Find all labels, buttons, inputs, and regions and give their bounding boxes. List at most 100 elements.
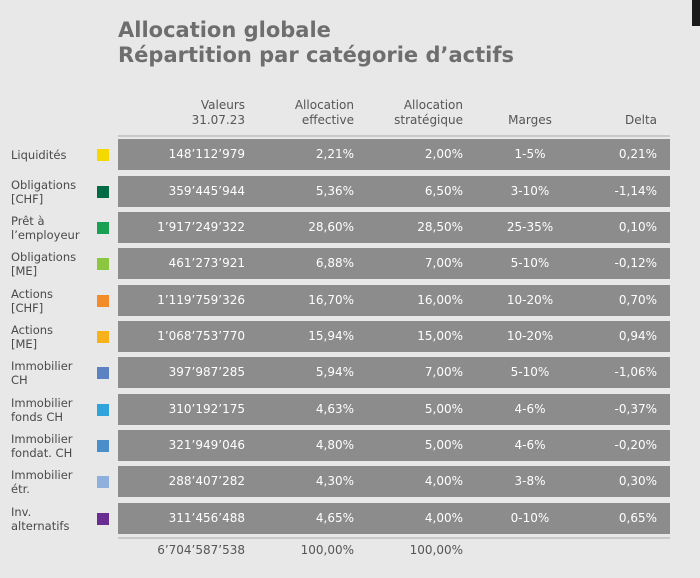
header-marges: Marges (508, 113, 552, 127)
row-bar (118, 212, 670, 243)
cell-delta: -0,20% (614, 438, 657, 452)
row-bar (118, 139, 670, 170)
row-label-line2: fonds CH (11, 409, 63, 424)
row-label-line2: [CHF] (11, 191, 44, 206)
row-label-line1: Inv. (11, 504, 32, 519)
cell-valeur: 1’917’249’322 (157, 220, 245, 234)
color-swatch (97, 366, 109, 379)
cell-marges: 1-5% (514, 147, 546, 161)
row-label-line2: [ME] (11, 263, 38, 278)
total-effective: 100,00% (300, 543, 354, 557)
color-swatch (97, 475, 109, 488)
total-valeur: 6’704’587’538 (157, 543, 245, 557)
color-swatch (97, 330, 109, 343)
table-row: Actions [CHF] 1’119’759’326 16,70% 16,00% 10-… (0, 285, 700, 316)
cell-effective: 6,88% (315, 256, 354, 270)
row-label-line2: fondat. CH (11, 445, 73, 460)
cell-valeur: 1’119’759’326 (157, 293, 245, 307)
cell-strategique: 7,00% (424, 256, 463, 270)
cell-effective: 5,94% (315, 365, 354, 379)
header-effective-line2: effective (301, 113, 354, 127)
header-allocation-effective: Allocation effective (250, 98, 354, 128)
row-label-line2: [CHF] (11, 300, 44, 315)
color-swatch (97, 439, 109, 452)
cell-marges: 5-10% (510, 365, 550, 379)
table-row: Immobilier fondat. CH 321’949’046 4,80% 5,00… (0, 430, 700, 461)
cell-effective: 16,70% (308, 293, 354, 307)
table-top-line (118, 135, 670, 137)
cell-valeur: 148’112’979 (168, 147, 245, 161)
row-label: Obligations [CHF] (11, 178, 76, 206)
row-label-line1: Immobilier (11, 395, 73, 410)
cell-effective: 4,65% (315, 511, 354, 525)
row-label-line2: alternatifs (11, 518, 70, 533)
total-strategique: 100,00% (409, 543, 463, 557)
corner-marker (692, 0, 700, 26)
cell-strategique: 15,00% (417, 329, 463, 343)
row-label-line2: [ME] (11, 336, 38, 351)
color-swatch (97, 403, 109, 416)
cell-effective: 28,60% (308, 220, 354, 234)
row-label-line1: Liquidités (11, 147, 67, 162)
cell-delta: 0,21% (618, 147, 657, 161)
cell-valeur: 397’987’285 (168, 365, 245, 379)
row-bar (118, 285, 670, 316)
row-label-line1: Actions (11, 322, 54, 337)
table-row: Inv. alternatifs 311’456’488 4,65% 4,00% 0-10… (0, 503, 700, 534)
cell-valeur: 461’273’921 (168, 256, 245, 270)
row-label-line1: Obligations (11, 249, 77, 264)
row-label: Actions [ME] (11, 323, 53, 351)
cell-marges: 4-6% (514, 402, 546, 416)
table-row: Immobilier CH 397’987’285 5,94% 7,00% 5-10% -1… (0, 357, 700, 388)
cell-delta: 0,10% (618, 220, 657, 234)
header-strategique-line2: stratégique (394, 113, 463, 127)
cell-effective: 15,94% (308, 329, 354, 343)
header-allocation-strategique: Allocation stratégique (360, 98, 463, 128)
cell-strategique: 28,50% (417, 220, 463, 234)
row-bar (118, 321, 670, 352)
cell-valeur: 310’192’175 (168, 402, 245, 416)
color-swatch (97, 512, 109, 525)
color-swatch (97, 148, 109, 161)
cell-strategique: 6,50% (424, 184, 463, 198)
color-swatch (97, 221, 109, 234)
row-label-line2: l’employeur (11, 227, 80, 242)
row-label: Liquidités (11, 148, 66, 162)
color-swatch (97, 185, 109, 198)
cell-marges: 25-35% (506, 220, 554, 234)
row-label: Immobilier fonds CH (11, 396, 73, 424)
header-valeurs-line1: Valeurs (200, 98, 245, 112)
cell-marges: 10-20% (506, 293, 554, 307)
page-title: Allocation globale Répartition par catég… (118, 18, 514, 68)
row-label-line2: étr. (11, 481, 30, 496)
cell-strategique: 2,00% (424, 147, 463, 161)
cell-marges: 10-20% (506, 329, 554, 343)
table-row: Obligations [ME] 461’273’921 6,88% 7,00% 5-10… (0, 248, 700, 279)
row-bar (118, 430, 670, 461)
header-valeurs-line2: 31.07.23 (191, 113, 245, 127)
cell-delta: -1,14% (614, 184, 657, 198)
table-bottom-line (118, 537, 670, 539)
row-bar (118, 248, 670, 279)
table-row: Liquidités 148’112’979 2,21% 2,00% 1-5% 0,21% (0, 139, 700, 170)
cell-delta: 0,70% (618, 293, 657, 307)
title-line-1: Allocation globale (118, 18, 331, 42)
cell-effective: 4,30% (315, 474, 354, 488)
row-label-line1: Obligations (11, 177, 77, 192)
table-row: Actions [ME] 1’068’753’770 15,94% 15,00% 10-2… (0, 321, 700, 352)
row-bar (118, 176, 670, 207)
cell-strategique: 4,00% (424, 474, 463, 488)
cell-delta: 0,94% (618, 329, 657, 343)
cell-marges: 5-10% (510, 256, 550, 270)
cell-valeur: 311’456’488 (168, 511, 245, 525)
row-label: Prêt à l’employeur (11, 214, 80, 242)
header-valeurs: Valeurs 31.07.23 (150, 98, 245, 128)
row-label: Immobilier étr. (11, 468, 73, 496)
table-row: Obligations [CHF] 359’445’944 5,36% 6,50% 3-1… (0, 176, 700, 207)
row-label-line1: Immobilier (11, 431, 73, 446)
cell-valeur: 1’068’753’770 (157, 329, 245, 343)
color-swatch (97, 257, 109, 270)
row-bar (118, 503, 670, 534)
header-delta: Delta (624, 113, 657, 127)
cell-strategique: 7,00% (424, 365, 463, 379)
